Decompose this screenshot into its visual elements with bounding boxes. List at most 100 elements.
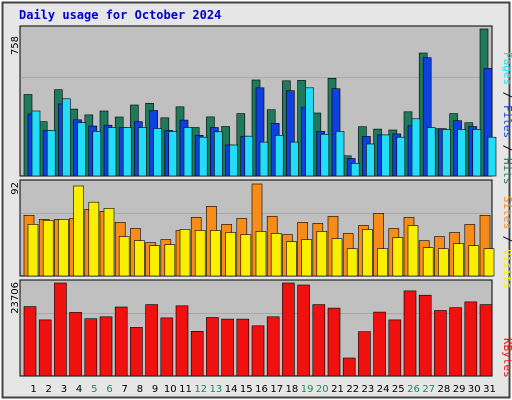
kbytes-bar-day-1 <box>23 306 37 377</box>
legend-kbytes: KBytes <box>501 338 512 378</box>
kbytes-bar-day-3 <box>54 282 67 377</box>
kbytes-bar-day-8 <box>130 327 143 377</box>
legend-item-pages: Pages <box>501 52 512 85</box>
kbytes-bar-day-26 <box>403 290 417 377</box>
kbytes-bar-day-4 <box>69 312 82 377</box>
day-label-24: 24 <box>377 384 390 395</box>
legend-hits-files-pages: Pages / Files / Hits <box>501 52 512 185</box>
visits-bar-day-12 <box>194 230 206 277</box>
visits-bar-day-22 <box>346 248 358 277</box>
pages-bar-day-13 <box>214 131 223 177</box>
day-label-10: 10 <box>164 384 177 395</box>
day-label-16: 16 <box>255 384 268 395</box>
pages-bar-day-17 <box>274 135 284 177</box>
pages-bar-day-15 <box>244 135 254 177</box>
day-label-4: 4 <box>76 384 82 395</box>
day-label-19: 19 <box>301 384 314 395</box>
day-label-3: 3 <box>61 384 67 395</box>
visits-bar-day-15 <box>240 234 252 277</box>
kbytes-bar-day-22 <box>342 357 356 377</box>
day-label-7: 7 <box>122 384 128 395</box>
legend-item-files: Files <box>501 105 512 138</box>
axis-max-hits: 758 <box>10 36 21 55</box>
axis-max-sites: 92 <box>10 182 21 195</box>
day-label-11: 11 <box>179 384 192 395</box>
pages-bar-day-21 <box>335 131 345 177</box>
visits-bar-day-10 <box>164 244 176 277</box>
visits-bar-day-5 <box>88 201 100 277</box>
kbytes-bar-day-31 <box>479 304 493 377</box>
pages-bar-day-25 <box>396 136 406 177</box>
pages-bar-day-23 <box>366 143 375 177</box>
pages-bar-day-18 <box>290 141 299 177</box>
visits-bar-day-21 <box>331 238 343 277</box>
pages-bar-day-9 <box>153 128 162 177</box>
kbytes-bar-day-18 <box>282 282 295 377</box>
pages-bar-day-19 <box>305 87 314 177</box>
kbytes-bar-day-2 <box>38 319 52 377</box>
visits-bar-day-2 <box>42 220 54 277</box>
visits-bar-day-3 <box>58 219 69 277</box>
visits-bar-day-18 <box>286 241 297 277</box>
kbytes-bar-day-28 <box>434 310 447 377</box>
visits-bar-day-4 <box>73 185 84 277</box>
pages-bar-day-22 <box>350 163 360 177</box>
day-label-15: 15 <box>240 384 253 395</box>
visits-bar-day-9 <box>149 245 160 277</box>
visits-bar-day-25 <box>392 237 404 277</box>
kbytes-bar-day-14 <box>221 318 234 377</box>
day-label-27: 27 <box>422 384 435 395</box>
kbytes-bar-day-23 <box>358 331 371 377</box>
visits-bar-day-29 <box>453 243 464 277</box>
kbytes-bar-day-16 <box>251 325 265 377</box>
kbytes-bar-day-27 <box>418 294 432 377</box>
kbytes-bar-day-5 <box>84 318 98 377</box>
day-label-29: 29 <box>453 384 466 395</box>
visits-bar-day-8 <box>134 240 145 277</box>
legend-item-visits: Visits <box>501 249 512 289</box>
kbytes-bar-day-17 <box>266 316 280 377</box>
day-label-26: 26 <box>407 384 420 395</box>
day-label-17: 17 <box>270 384 283 395</box>
visits-bar-day-13 <box>210 230 221 277</box>
visits-bar-day-27 <box>422 247 434 277</box>
visits-bar-day-16 <box>255 231 267 277</box>
pages-bar-day-16 <box>259 141 269 177</box>
kbytes-bar-day-24 <box>373 311 386 377</box>
legend-item-hits: Hits <box>501 158 512 185</box>
visits-bar-day-23 <box>362 229 373 277</box>
kbytes-bar-day-29 <box>449 307 462 377</box>
visits-bar-day-7 <box>118 236 130 277</box>
day-label-20: 20 <box>316 384 329 395</box>
day-label-31: 31 <box>483 384 496 395</box>
visits-bar-day-1 <box>27 224 39 277</box>
legend-item-sites: Sites <box>501 196 512 229</box>
day-label-5: 5 <box>91 384 97 395</box>
visits-bar-day-11 <box>179 229 191 277</box>
visits-bar-day-6 <box>103 208 115 277</box>
kbytes-bar-day-12 <box>190 330 204 377</box>
day-label-22: 22 <box>346 384 359 395</box>
pages-bar-day-2 <box>46 130 56 177</box>
day-label-21: 21 <box>331 384 344 395</box>
day-label-18: 18 <box>286 384 299 395</box>
kbytes-bar-day-13 <box>206 317 219 377</box>
pages-bar-day-26 <box>411 118 421 177</box>
day-label-2: 2 <box>46 384 52 395</box>
pages-bar-day-8 <box>138 127 147 177</box>
day-label-25: 25 <box>392 384 405 395</box>
kbytes-bar-day-19 <box>297 284 310 377</box>
day-label-1: 1 <box>30 384 36 395</box>
pages-bar-day-3 <box>62 98 71 177</box>
pages-bar-day-12 <box>198 136 208 177</box>
pages-bar-day-7 <box>122 127 132 177</box>
pages-bar-day-5 <box>92 131 102 177</box>
day-label-13: 13 <box>210 384 223 395</box>
day-label-14: 14 <box>225 384 238 395</box>
pages-bar-day-14 <box>229 144 238 177</box>
visits-bar-day-14 <box>225 232 236 277</box>
pages-bar-day-6 <box>107 127 117 177</box>
